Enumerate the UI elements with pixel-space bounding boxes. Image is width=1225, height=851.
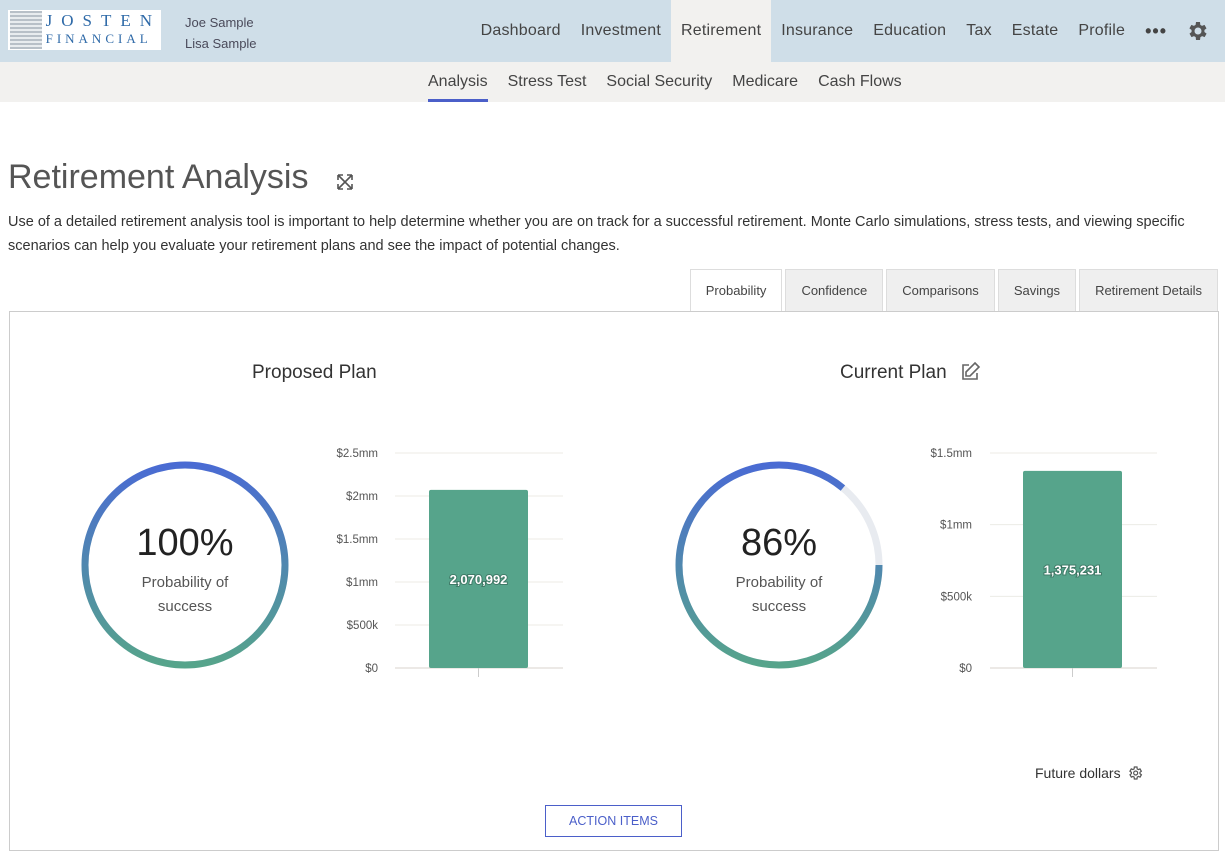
action-items-button[interactable]: ACTION ITEMS: [545, 805, 682, 837]
y-tick-label: $500k: [941, 591, 973, 603]
nav-education[interactable]: Education: [873, 22, 947, 39]
tab-confidence[interactable]: Confidence: [785, 269, 884, 312]
probability-caption: Probability of: [141, 574, 229, 591]
edit-icon[interactable]: [959, 361, 981, 383]
subnav-analysis[interactable]: Analysis: [418, 62, 498, 102]
gear-icon[interactable]: [1185, 19, 1209, 43]
top-bar: JOSTEN FINANCIAL Joe Sample Lisa Sample D…: [0, 0, 1225, 62]
proposed-probability: 100% Probability of success: [105, 522, 265, 619]
nav-tax[interactable]: Tax: [966, 22, 992, 39]
probability-value: 86%: [740, 522, 818, 564]
proposed-plan-title: Proposed Plan: [252, 362, 377, 383]
more-menu-icon[interactable]: •••: [1145, 20, 1167, 41]
logo-mark: [10, 11, 42, 49]
donut-progress-arc: [675, 461, 883, 669]
tab-retirement-details[interactable]: Retirement Details: [1079, 269, 1218, 312]
y-tick-label: $500k: [347, 620, 379, 632]
probability-caption: Probability of: [735, 574, 823, 591]
logo-line2: FINANCIAL: [45, 31, 152, 46]
donut-progress-arc: [81, 461, 289, 669]
client-1: Joe Sample: [185, 15, 254, 30]
subnav-stress-test[interactable]: Stress Test: [507, 73, 587, 90]
y-tick-label: $2.5mm: [336, 448, 378, 460]
page-title: Retirement Analysis: [8, 158, 309, 196]
main-nav: Dashboard Investment Retirement Insuranc…: [471, 0, 1225, 62]
bar: [1023, 470, 1122, 668]
logo-line1: JOSTEN: [45, 11, 161, 30]
y-tick-label: $1.5mm: [930, 448, 972, 460]
nav-insurance[interactable]: Insurance: [781, 22, 854, 39]
bar-data-label: 2,070,992: [450, 572, 508, 587]
nav-retirement[interactable]: Retirement: [670, 0, 772, 62]
nav-investment[interactable]: Investment: [580, 22, 661, 39]
sub-nav: Analysis Stress Test Social Security Med…: [0, 62, 1225, 102]
josten-logo[interactable]: JOSTEN FINANCIAL: [8, 10, 161, 50]
y-tick-label: $1.5mm: [336, 534, 378, 546]
probability-value: 100%: [136, 522, 234, 564]
subnav-social-security[interactable]: Social Security: [606, 73, 713, 90]
nav-estate[interactable]: Estate: [1011, 22, 1059, 39]
nav-profile[interactable]: Profile: [1078, 22, 1126, 39]
dollars-mode[interactable]: Future dollars: [1035, 765, 1143, 781]
subnav-medicare[interactable]: Medicare: [732, 73, 799, 90]
y-tick-label: $2mm: [346, 491, 378, 503]
y-tick-label: $1mm: [346, 577, 378, 589]
client-2: Lisa Sample: [185, 36, 257, 51]
y-tick-label: $1mm: [940, 520, 972, 532]
future-dollars-label: Future dollars: [1035, 765, 1121, 781]
y-tick-label: $0: [365, 663, 378, 675]
page-description: Use of a detailed retirement analysis to…: [8, 214, 1185, 254]
y-tick-label: $0: [959, 663, 972, 675]
client-names: Joe Sample Lisa Sample: [185, 12, 257, 54]
tab-probability[interactable]: Probability: [689, 269, 783, 312]
bar-data-label: 1,375,231: [1044, 562, 1102, 577]
analysis-tabs: Probability Confidence Comparisons Savin…: [687, 269, 1218, 312]
probability-caption-2: success: [751, 598, 807, 615]
current-plan-title: Current Plan: [840, 362, 947, 383]
bar: [429, 489, 528, 668]
probability-caption-2: success: [157, 598, 213, 615]
settings-icon[interactable]: [1127, 765, 1143, 781]
current-probability: 86% Probability of success: [699, 522, 859, 619]
subnav-cash-flows[interactable]: Cash Flows: [818, 73, 902, 90]
nav-dashboard[interactable]: Dashboard: [480, 22, 561, 39]
expand-icon[interactable]: [335, 172, 355, 192]
tab-comparisons[interactable]: Comparisons: [886, 269, 995, 312]
